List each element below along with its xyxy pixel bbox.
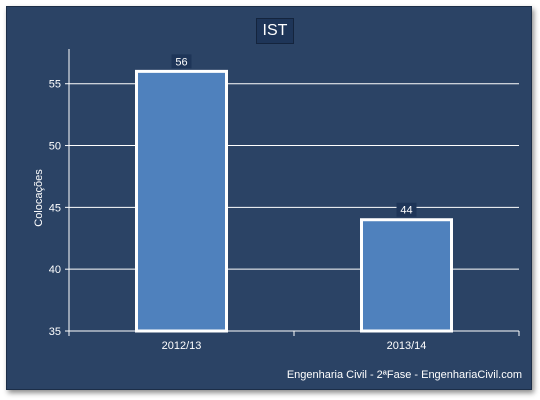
data-label-2013/14: 44: [400, 205, 412, 217]
bar-2013/14: [360, 218, 453, 333]
x-tick-label-2012/13: 2012/13: [162, 340, 202, 352]
footer-credit: Engenharia Civil - 2ªFase - EngenhariaCi…: [286, 369, 522, 381]
bar-chart: 35 40 45 50 55 56 2012/13 44 2013/14: [49, 49, 520, 352]
data-label-box-2013/14: [396, 202, 417, 217]
y-tick-label-45: 45: [49, 202, 61, 214]
y-axis-label: Colocações: [33, 169, 45, 227]
chart-frame: 35 40 45 50 55 56 2012/13 44 2013/14 IST Colocaç…: [6, 6, 532, 390]
y-tick-label-40: 40: [49, 264, 61, 276]
data-label-2012/13: 56: [175, 56, 187, 68]
y-tick-label-35: 35: [49, 326, 61, 338]
bar-2012/13: [135, 69, 228, 333]
data-label-box-2012/13: [171, 54, 192, 69]
chart-title: IST: [256, 18, 294, 44]
x-tick-label-2013/14: 2013/14: [387, 340, 427, 352]
y-tick-label-55: 55: [49, 79, 61, 91]
y-tick-label-50: 50: [49, 141, 61, 153]
